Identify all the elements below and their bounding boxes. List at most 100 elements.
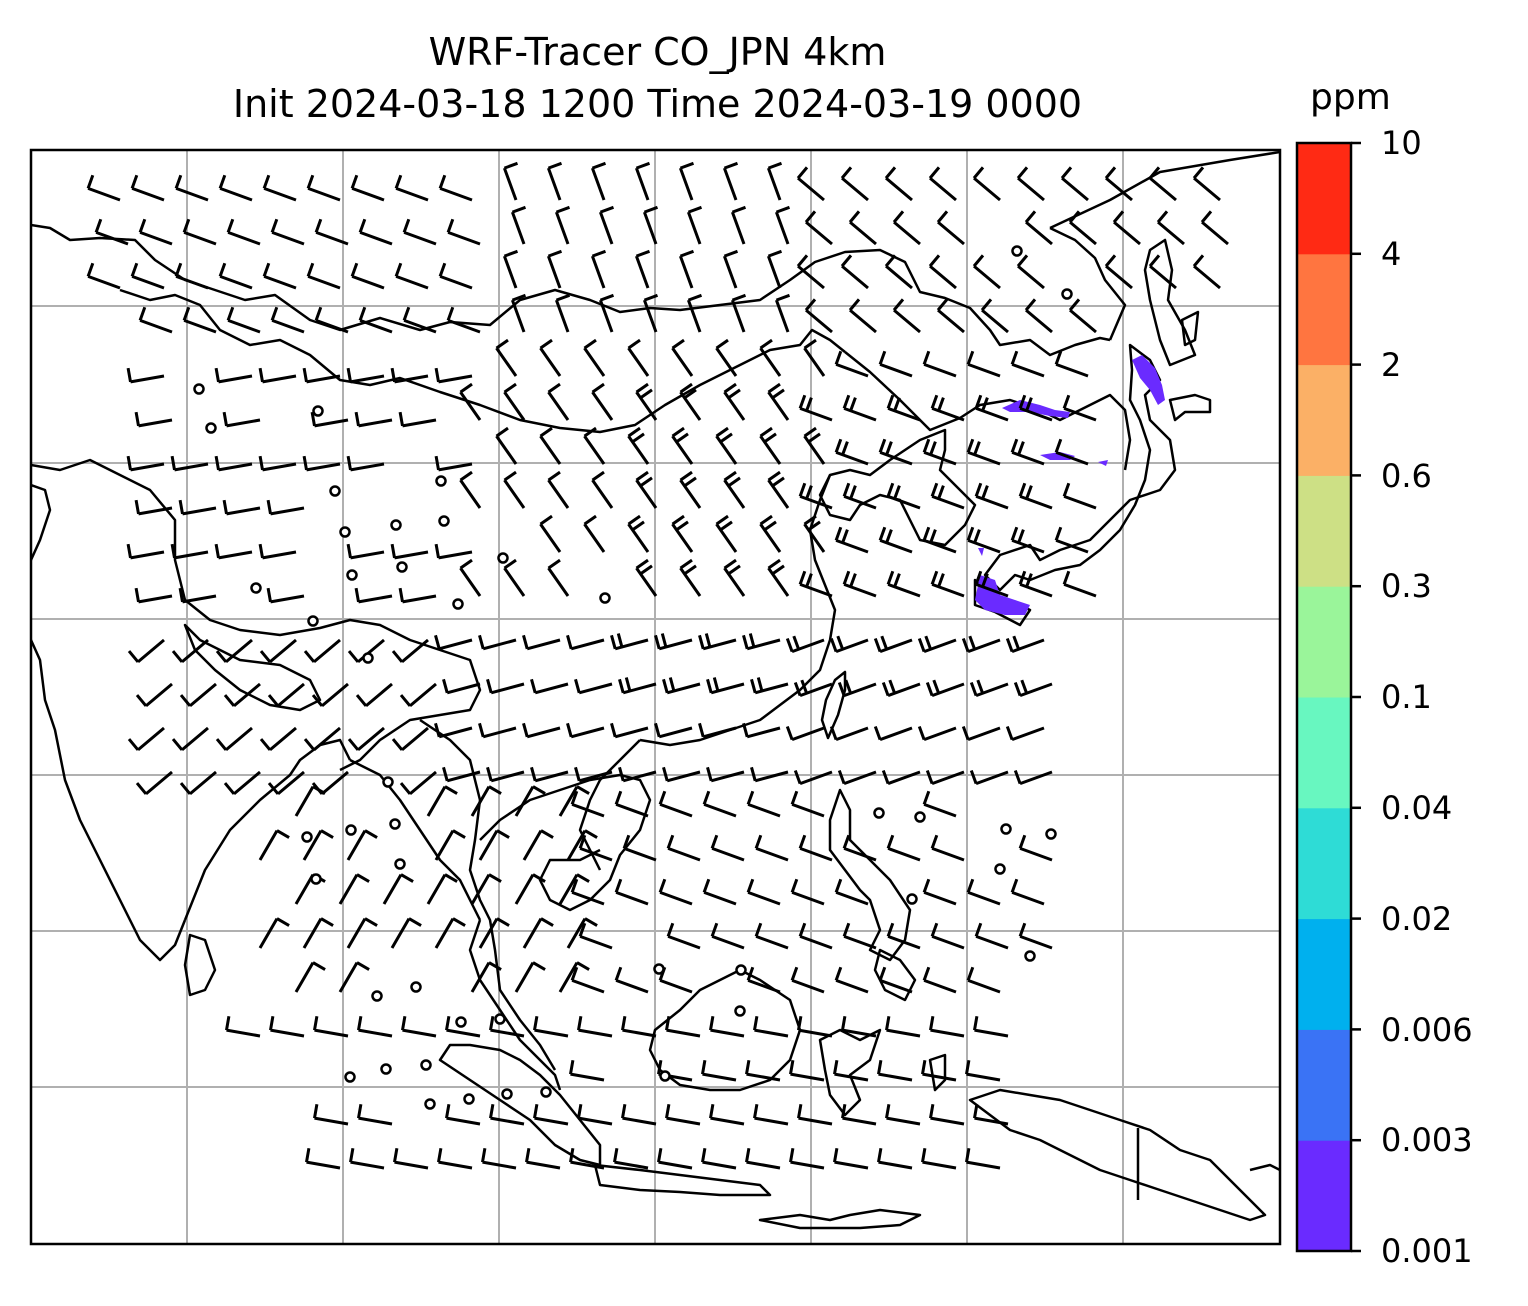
- wind-barb: [311, 682, 349, 708]
- wind-barb: [310, 411, 349, 428]
- wind-barb: [495, 426, 518, 465]
- wind-barb: [478, 722, 517, 739]
- wind-barb: [566, 634, 605, 651]
- wind-barb: [313, 1016, 349, 1038]
- wind-barb: [709, 1104, 745, 1126]
- colorbar-unit-label: ppm: [1310, 77, 1391, 118]
- wind-barb: [478, 829, 510, 861]
- wind-barb: [438, 174, 473, 202]
- wind-barb: [502, 161, 519, 201]
- wind-barb: [502, 249, 519, 289]
- colorbar-tick-label: 0.04: [1381, 789, 1453, 827]
- wind-barb: [402, 218, 437, 246]
- wind-barb: [671, 514, 694, 553]
- wind-barb: [547, 382, 570, 421]
- wind-barb: [170, 543, 209, 560]
- wind-barb: [723, 382, 746, 421]
- wind-barb: [1013, 679, 1053, 698]
- wind-barb: [539, 338, 562, 377]
- wind-barb: [222, 411, 261, 428]
- wind-barb: [583, 514, 606, 553]
- wind-barb: [591, 382, 614, 421]
- wind-barb: [134, 411, 173, 428]
- wind-barb: [678, 249, 695, 289]
- wind-barb: [539, 426, 562, 465]
- wind-barb: [715, 338, 738, 377]
- wind-barb: [434, 722, 473, 739]
- wind-barb: [547, 558, 570, 597]
- wind-barb: [730, 293, 747, 333]
- wind-barb: [570, 790, 605, 818]
- wind-barb: [302, 917, 334, 949]
- wind-barb: [627, 514, 650, 553]
- wind-barb: [936, 210, 965, 246]
- wind-barb: [613, 1148, 649, 1170]
- wind-barb: [706, 677, 745, 695]
- wind-barb: [742, 633, 781, 651]
- wind-barb: [346, 367, 385, 384]
- wind-barb: [522, 634, 561, 651]
- wind-barb: [215, 726, 253, 752]
- wind-barb: [478, 917, 510, 949]
- wind-barb: [622, 834, 657, 862]
- wind-barb: [745, 1060, 781, 1082]
- wind-barb: [686, 293, 703, 333]
- wind-barb: [294, 961, 326, 993]
- wind-barb: [1010, 438, 1045, 466]
- wind-barb: [445, 1016, 481, 1038]
- wind-barb: [1005, 635, 1045, 654]
- calm-wind-marker: [497, 552, 509, 564]
- wind-barb: [837, 769, 877, 786]
- wind-barb: [598, 205, 615, 245]
- wind-barb: [829, 725, 869, 742]
- wind-barb: [767, 558, 790, 597]
- wind-barb: [610, 633, 649, 651]
- wind-barb: [679, 470, 702, 509]
- wind-barb: [577, 1104, 613, 1126]
- wind-barb: [884, 254, 913, 290]
- wind-barb: [525, 1148, 561, 1170]
- wind-barb: [929, 1104, 965, 1126]
- calm-wind-marker: [389, 818, 401, 830]
- wind-barb: [804, 210, 833, 246]
- wind-barb: [590, 249, 607, 289]
- wind-barb: [701, 1148, 737, 1170]
- wind-barb: [635, 558, 658, 597]
- wind-barb: [1018, 394, 1053, 422]
- wind-barb: [627, 338, 650, 377]
- wind-barb: [969, 769, 1009, 786]
- wind-barb: [558, 961, 590, 993]
- calm-wind-marker: [1045, 828, 1057, 840]
- wind-barb: [974, 570, 1009, 598]
- wind-barb: [930, 922, 965, 950]
- calm-wind-marker: [339, 526, 351, 538]
- wind-barb: [305, 1148, 341, 1170]
- wind-barb: [966, 878, 1001, 906]
- calm-wind-marker: [914, 811, 926, 823]
- wind-barb: [658, 966, 693, 994]
- wind-barb: [793, 679, 833, 698]
- colorbar-tick-label: 0.02: [1381, 900, 1453, 938]
- wind-barb: [722, 161, 739, 201]
- colorbar-segment: [1297, 475, 1351, 587]
- wind-barb: [259, 638, 297, 664]
- calm-wind-marker: [1024, 950, 1036, 962]
- wind-barb: [223, 770, 261, 796]
- wind-barb: [774, 293, 791, 333]
- calm-wind-marker: [410, 981, 422, 993]
- wind-barb: [583, 426, 606, 465]
- wind-barb: [530, 766, 569, 783]
- wind-barb: [302, 367, 341, 384]
- wind-barb: [486, 678, 525, 695]
- wind-barb: [796, 166, 825, 202]
- calm-wind-marker: [329, 485, 341, 497]
- colorbar-tick-label: 0.001: [1381, 1232, 1473, 1270]
- wind-barb: [785, 635, 825, 654]
- wind-barb: [426, 873, 458, 905]
- wind-barb: [533, 1016, 569, 1038]
- wind-barb: [1192, 254, 1221, 290]
- wind-barb: [922, 790, 957, 818]
- wind-barb: [878, 526, 913, 554]
- wind-barb: [842, 922, 877, 950]
